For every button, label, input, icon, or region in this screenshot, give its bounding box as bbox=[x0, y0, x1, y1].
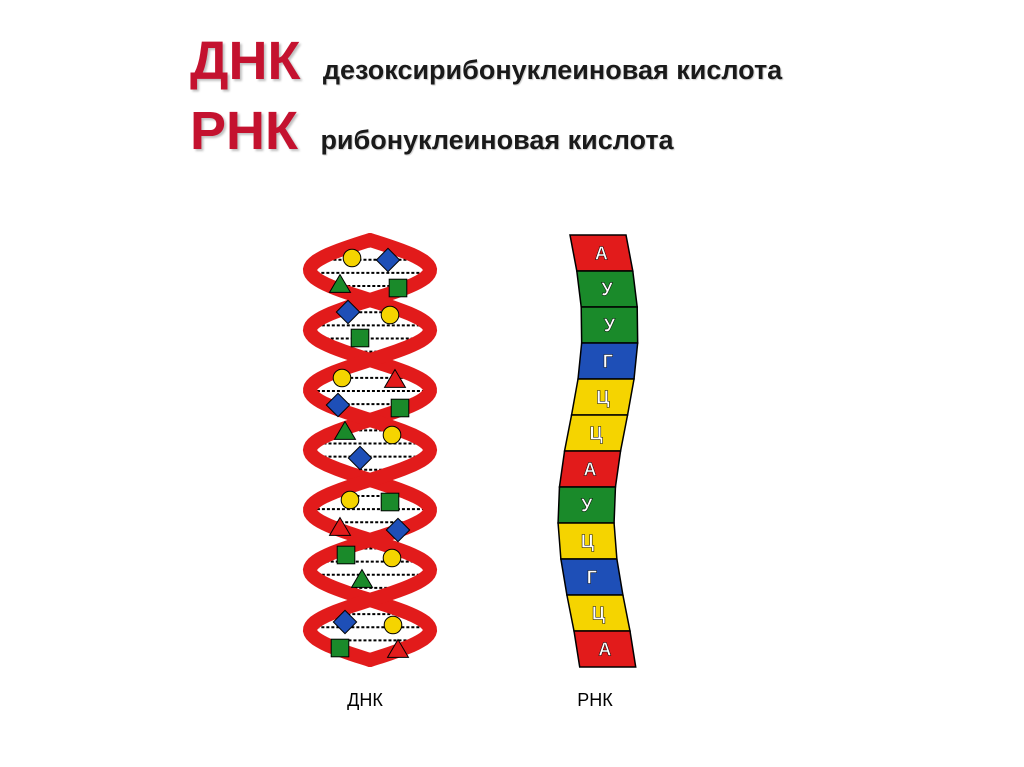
svg-text:А: А bbox=[584, 459, 597, 479]
svg-text:У: У bbox=[604, 315, 616, 335]
diagram-area: АУУГЦЦАУЦГЦА ДНК РНК bbox=[270, 230, 770, 730]
rna-heading: РНК рибонуклеиновая кислота bbox=[190, 100, 674, 162]
rna-desc: рибонуклеиновая кислота bbox=[320, 125, 673, 156]
svg-text:А: А bbox=[595, 243, 608, 263]
rna-label: РНК bbox=[565, 690, 625, 711]
dna-abbr: ДНК bbox=[190, 30, 300, 92]
rna-abbr: РНК bbox=[190, 100, 298, 162]
rna-strand-diagram: АУУГЦЦАУЦГЦА bbox=[540, 230, 660, 680]
svg-text:Ц: Ц bbox=[589, 423, 603, 443]
svg-text:Г: Г bbox=[603, 351, 613, 371]
svg-text:Ц: Ц bbox=[581, 531, 595, 551]
svg-text:У: У bbox=[581, 495, 593, 515]
svg-text:Ц: Ц bbox=[596, 387, 610, 407]
dna-desc: дезоксирибонуклеиновая кислота bbox=[323, 55, 782, 86]
dna-label: ДНК bbox=[335, 690, 395, 711]
svg-text:Г: Г bbox=[587, 567, 597, 587]
svg-text:А: А bbox=[598, 639, 611, 659]
dna-heading: ДНК дезоксирибонуклеиновая кислота bbox=[190, 30, 782, 92]
svg-text:У: У bbox=[601, 279, 613, 299]
svg-text:Ц: Ц bbox=[592, 603, 606, 623]
dna-helix-diagram bbox=[280, 230, 460, 680]
